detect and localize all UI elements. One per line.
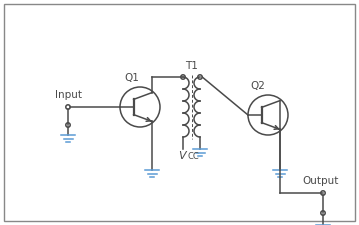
Text: Q2: Q2 [251,81,265,91]
Text: Output: Output [303,176,339,186]
Text: Input: Input [55,90,81,100]
Text: V: V [178,151,186,161]
Text: T1: T1 [185,61,198,71]
Text: Q1: Q1 [125,73,139,83]
Text: CC: CC [188,152,200,161]
